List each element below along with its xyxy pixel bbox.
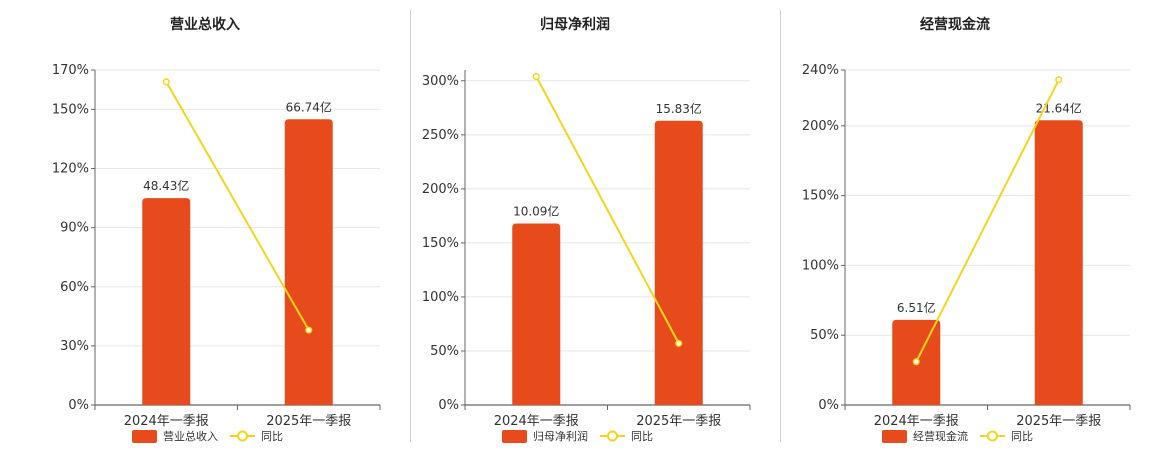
x-tick-label: 2024年一季报 [874,414,959,429]
y-tick-label: 150% [422,236,459,251]
y-tick-label: 100% [422,290,459,305]
x-tick-label: 2025年一季报 [636,414,721,429]
x-tick-label: 2025年一季报 [266,414,351,429]
yoy-point [912,358,920,366]
legend-bar-swatch [882,430,907,443]
yoy-point [1055,76,1063,84]
chart-title: 经营现金流 [920,17,990,33]
y-tick-label: 0% [68,398,89,413]
yoy-line [165,81,310,331]
x-tick-label: 2024年一季报 [124,414,209,429]
chart-panel-net-profit: 归母净利润 0% 50% 100% 150% 200% 250% 300% 10.09亿 15.… [390,0,760,450]
yoy-point [532,72,540,81]
y-tick-label: 300% [422,74,459,89]
chart-plot: 0% 30% 60% 90% 120% 150% 170% 48.43亿 66.74亿 2024年… [52,63,381,443]
x-tick-label: 2025年一季报 [1016,414,1101,429]
panel-divider [410,10,411,442]
legend-bar-swatch [132,430,157,443]
y-tick-label: 100% [802,258,839,273]
legend-bar-label: 归母净利润 [533,429,588,443]
y-tick-label: 0% [818,398,839,413]
yoy-point [675,339,683,347]
bar-value-label: 6.51亿 [897,300,936,315]
yoy-line [915,79,1060,363]
yoy-point [305,326,313,334]
legend-bar-label: 营业总收入 [163,429,218,443]
y-tick-label: 250% [422,128,459,143]
chart-plot: 0% 50% 100% 150% 200% 250% 300% 10.09亿 15.83亿 202… [422,70,751,443]
bar-value-label: 48.43亿 [143,178,189,193]
chart-plot: 0%50%100%150%200%240%6.51亿21.64亿2024年一季报… [802,63,1131,443]
chart-panel-revenue: 营业总收入 0% 30% 60% 90% 120% 150% 170% 48.43亿 66.74… [20,0,390,450]
bar [284,119,333,405]
legend-line-marker [237,430,248,442]
bar [512,223,561,405]
y-tick-label: 170% [52,63,89,78]
legend-line-marker [987,430,998,442]
x-tick-label: 2024年一季报 [494,414,579,429]
y-tick-label: 50% [430,344,459,359]
y-tick-label: 90% [60,221,89,236]
y-tick-label: 200% [422,182,459,197]
bar-value-label: 66.74亿 [286,99,332,114]
yoy-line [535,76,680,344]
chart-title: 营业总收入 [170,17,240,33]
y-tick-label: 240% [802,63,839,78]
legend-line-marker [607,430,618,442]
y-tick-label: 50% [810,328,839,343]
bar-value-label: 15.83亿 [656,101,702,116]
y-tick-label: 150% [52,102,89,117]
legend-bar-swatch [502,430,527,443]
legend-bar-label: 经营现金流 [913,429,968,443]
bar [142,198,191,405]
y-tick-label: 200% [802,119,839,134]
bar [654,120,703,406]
legend-line-label: 同比 [631,430,653,443]
y-tick-label: 30% [60,339,89,354]
legend-line-label: 同比 [261,430,283,443]
bar-value-label: 10.09亿 [513,203,559,218]
y-tick-label: 60% [60,280,89,295]
bar [1034,120,1083,405]
chart-title: 归母净利润 [540,17,610,33]
y-tick-label: 120% [52,162,89,177]
panel-divider [780,10,781,442]
y-tick-label: 0% [438,398,459,413]
chart-panel-cash-flow: 经营现金流 0% 50% 100% 150% 200% 240% 6.51亿 21.64亿 20… [770,0,1140,450]
y-tick-label: 150% [802,189,839,204]
yoy-point [162,78,170,86]
legend-line-label: 同比 [1011,430,1033,443]
